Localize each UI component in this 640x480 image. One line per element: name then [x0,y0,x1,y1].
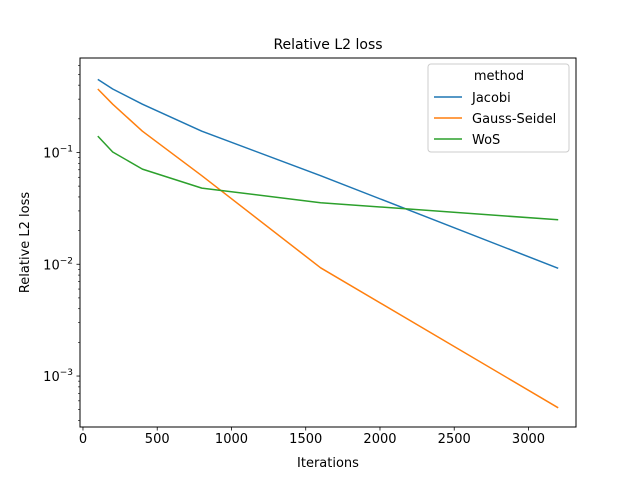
legend-title: method [474,69,524,84]
legend-label-2: WoS [472,133,500,148]
series-line-0 [97,78,559,269]
x-tick-label: 1000 [215,432,248,447]
plot-frame [79,57,577,428]
y-tick-label: 10−2 [43,256,73,273]
y-axis-label: Relative L2 loss [18,192,33,294]
x-axis-ticks: 0 500 1000 1500 2000 2500 3000 [79,427,545,447]
y-tick-label: 10−3 [43,368,73,385]
x-tick-label: 500 [145,432,170,447]
y-axis-ticks: 10−3 10−2 10−1 [43,65,80,421]
series-line-2 [97,135,559,221]
y-tick-label: 10−1 [43,144,73,161]
x-tick-label: 2000 [363,432,396,447]
series-line-1 [97,88,559,409]
legend-label-1: Gauss-Seidel [472,112,556,127]
x-tick-label: 0 [79,432,87,447]
x-axis-label: Iterations [297,456,359,471]
x-tick-label: 3000 [512,432,545,447]
x-tick-label: 2500 [438,432,471,447]
series-layer [97,78,559,409]
legend-box [427,63,570,153]
x-tick-label: 1500 [289,432,322,447]
chart-title: Relative L2 loss [273,37,382,53]
legend: method Jacobi Gauss-Seidel WoS [427,63,570,153]
legend-label-0: Jacobi [471,91,511,106]
